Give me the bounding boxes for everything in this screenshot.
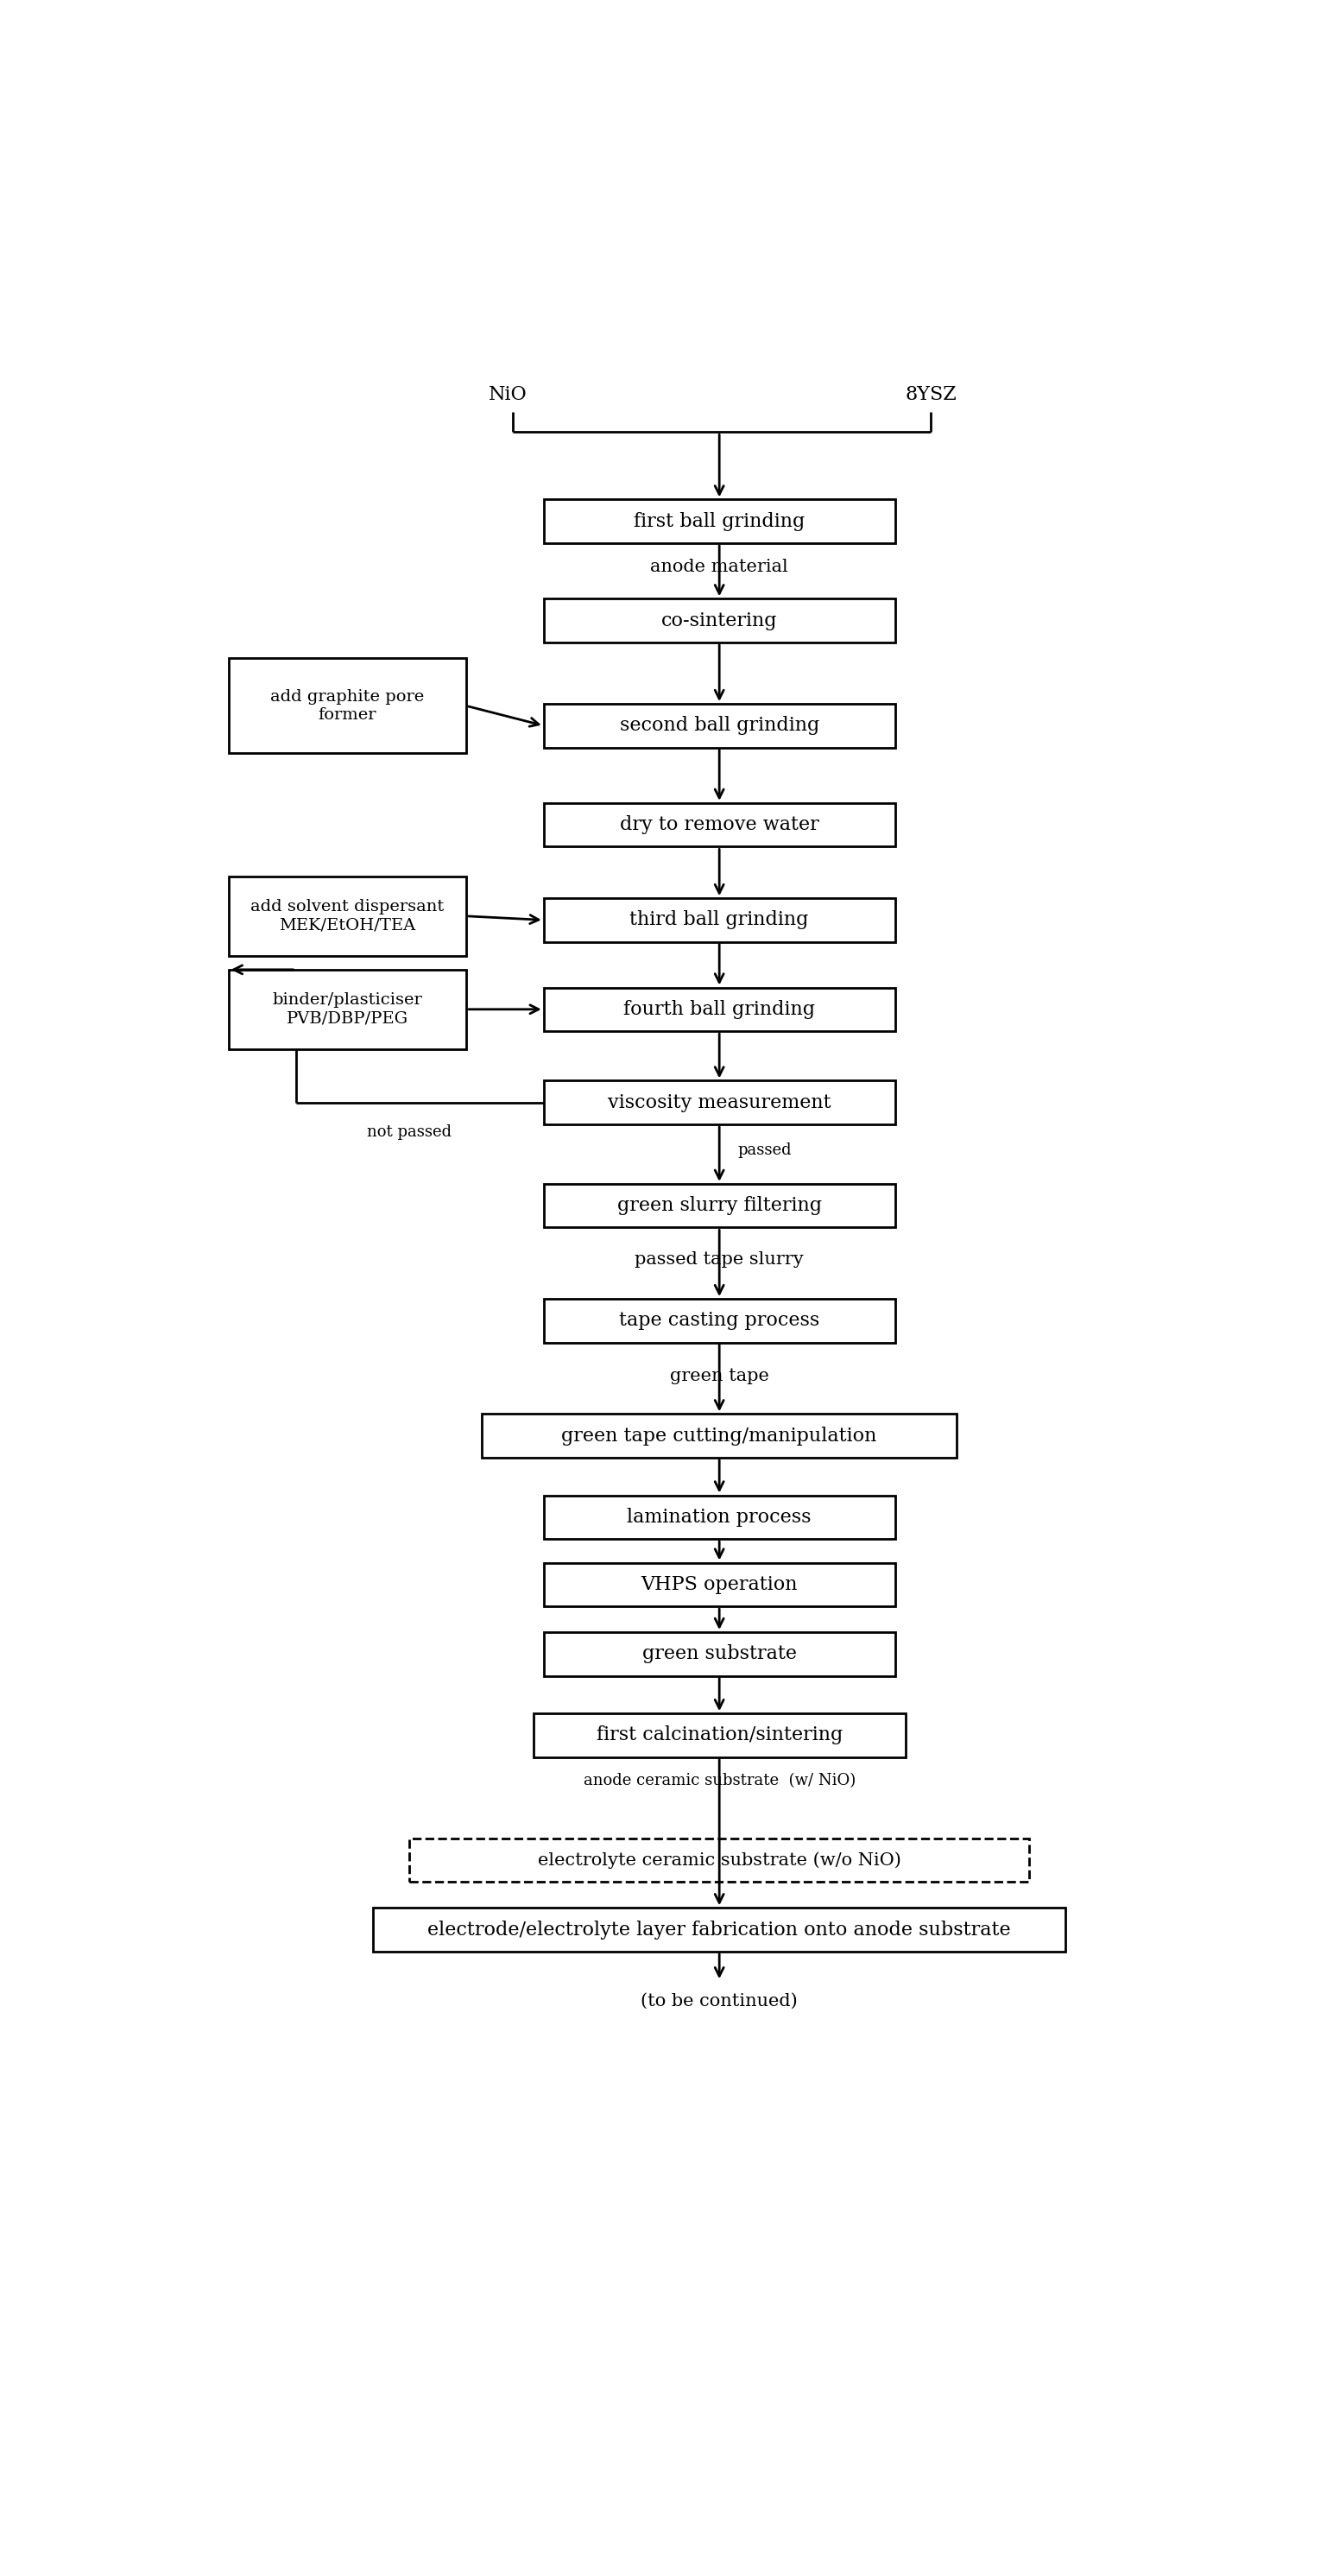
Text: (to be continued): (to be continued) bbox=[641, 1994, 797, 2009]
FancyBboxPatch shape bbox=[544, 987, 894, 1030]
FancyBboxPatch shape bbox=[229, 969, 467, 1048]
Text: dry to remove water: dry to remove water bbox=[620, 817, 818, 835]
Text: viscosity measurement: viscosity measurement bbox=[608, 1092, 830, 1113]
FancyBboxPatch shape bbox=[544, 1082, 894, 1123]
FancyBboxPatch shape bbox=[544, 598, 894, 641]
Text: fourth ball grinding: fourth ball grinding bbox=[624, 999, 816, 1018]
FancyBboxPatch shape bbox=[373, 1909, 1065, 1953]
FancyBboxPatch shape bbox=[544, 1633, 894, 1677]
Text: lamination process: lamination process bbox=[627, 1507, 812, 1528]
Text: electrode/electrolyte layer fabrication onto anode substrate: electrode/electrolyte layer fabrication … bbox=[428, 1919, 1010, 1940]
Text: third ball grinding: third ball grinding bbox=[629, 909, 809, 930]
Text: NiO: NiO bbox=[488, 384, 527, 404]
Text: passed tape slurry: passed tape slurry bbox=[635, 1252, 804, 1267]
FancyBboxPatch shape bbox=[544, 899, 894, 943]
FancyBboxPatch shape bbox=[229, 876, 467, 956]
FancyBboxPatch shape bbox=[544, 804, 894, 848]
Text: add graphite pore
former: add graphite pore former bbox=[271, 688, 424, 724]
Text: add solvent dispersant
MEK/EtOH/TEA: add solvent dispersant MEK/EtOH/TEA bbox=[251, 899, 444, 933]
FancyBboxPatch shape bbox=[533, 1713, 905, 1757]
Text: not passed: not passed bbox=[367, 1126, 452, 1141]
Text: co-sintering: co-sintering bbox=[661, 611, 777, 631]
Text: binder/plasticiser
PVB/DBP/PEG: binder/plasticiser PVB/DBP/PEG bbox=[272, 992, 423, 1025]
FancyBboxPatch shape bbox=[544, 1185, 894, 1229]
Text: green slurry filtering: green slurry filtering bbox=[617, 1195, 821, 1216]
FancyBboxPatch shape bbox=[481, 1414, 957, 1458]
Text: green substrate: green substrate bbox=[643, 1643, 797, 1664]
FancyBboxPatch shape bbox=[409, 1839, 1029, 1883]
Text: first calcination/sintering: first calcination/sintering bbox=[596, 1726, 842, 1744]
Text: anode material: anode material bbox=[651, 559, 788, 574]
FancyBboxPatch shape bbox=[544, 1298, 894, 1342]
Text: 8YSZ: 8YSZ bbox=[905, 384, 957, 404]
Text: second ball grinding: second ball grinding bbox=[620, 716, 820, 734]
Text: passed: passed bbox=[738, 1141, 792, 1157]
FancyBboxPatch shape bbox=[544, 1494, 894, 1538]
Text: green tape: green tape bbox=[669, 1368, 769, 1383]
Text: green tape cutting/manipulation: green tape cutting/manipulation bbox=[561, 1427, 877, 1445]
FancyBboxPatch shape bbox=[544, 500, 894, 544]
Text: first ball grinding: first ball grinding bbox=[633, 513, 805, 531]
FancyBboxPatch shape bbox=[229, 659, 467, 752]
FancyBboxPatch shape bbox=[544, 1564, 894, 1607]
Text: anode ceramic substrate  (w/ NiO): anode ceramic substrate (w/ NiO) bbox=[584, 1772, 856, 1788]
Text: electrolyte ceramic substrate (w/o NiO): electrolyte ceramic substrate (w/o NiO) bbox=[537, 1852, 901, 1868]
FancyBboxPatch shape bbox=[544, 703, 894, 747]
Text: tape casting process: tape casting process bbox=[619, 1311, 820, 1329]
Text: VHPS operation: VHPS operation bbox=[641, 1574, 797, 1595]
